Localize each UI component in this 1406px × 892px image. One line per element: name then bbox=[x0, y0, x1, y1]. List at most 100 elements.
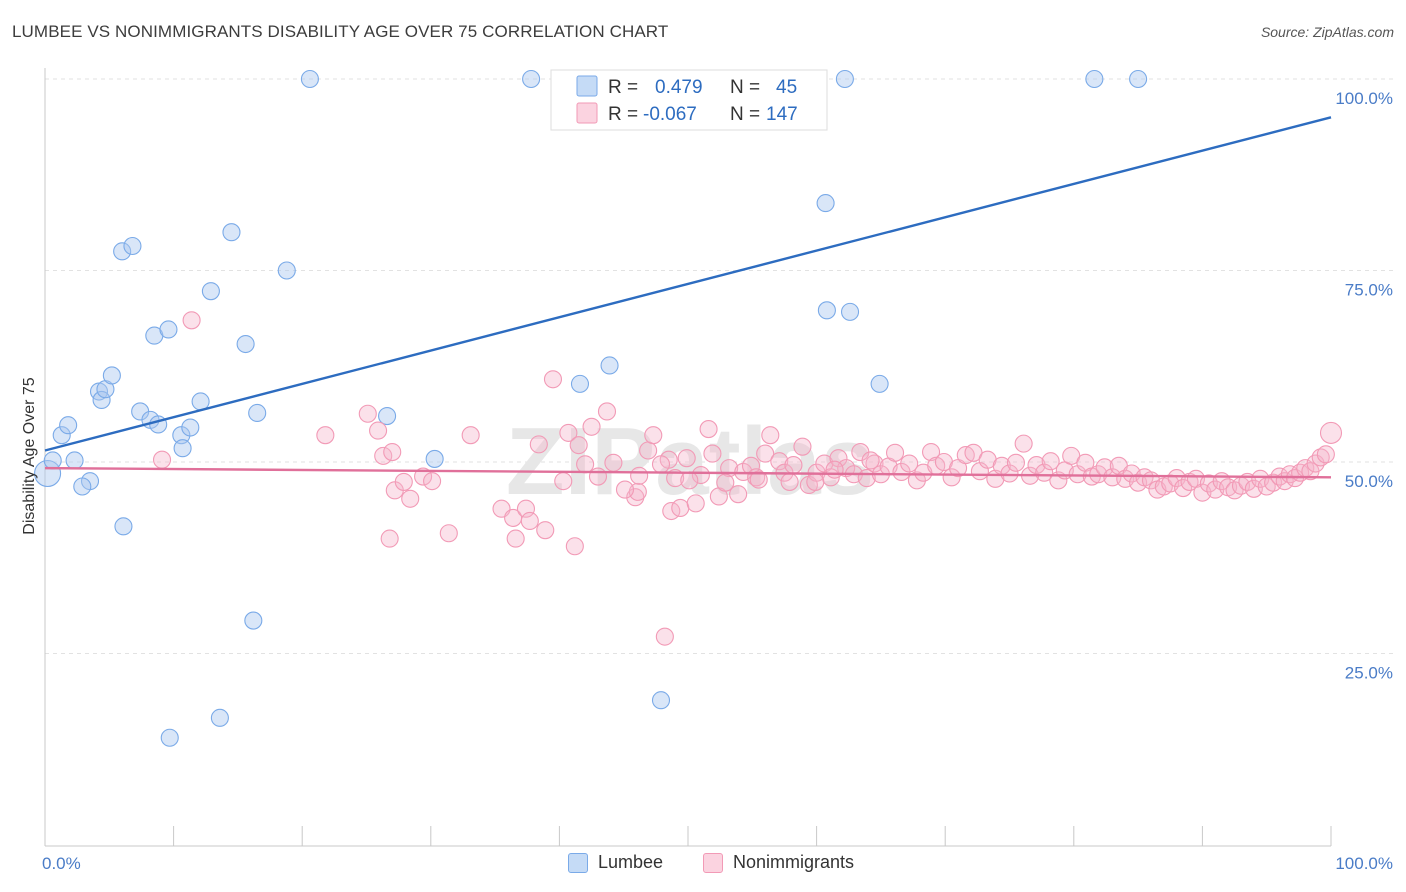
nonimmigrants-swatch bbox=[576, 102, 598, 124]
series-lumbee bbox=[34, 69, 1148, 747]
nonimmigrants-r-value: -0.067 bbox=[643, 104, 697, 125]
lumbee-point bbox=[159, 320, 178, 339]
nonimmigrants-point bbox=[423, 472, 442, 491]
lumbee-point bbox=[425, 449, 444, 468]
lumbee-r-label: R = bbox=[608, 77, 638, 98]
nonimmigrants-point bbox=[885, 443, 905, 462]
nonimmigrants-point bbox=[671, 498, 690, 518]
nonimmigrants-point bbox=[716, 473, 735, 492]
nonimmigrants-point bbox=[784, 456, 803, 475]
nonimmigrants-point bbox=[383, 442, 402, 462]
y-axis-title: Disability Age Over 75 bbox=[21, 377, 38, 535]
nonimmigrants-point bbox=[615, 480, 635, 499]
nonimmigrants-point bbox=[1000, 464, 1019, 483]
lumbee-n-value: 45 bbox=[776, 77, 797, 98]
lumbee-point bbox=[835, 69, 854, 89]
nonimmigrants-point bbox=[1027, 456, 1046, 475]
nonimmigrants-point bbox=[699, 420, 718, 439]
y-tick-labels: 100.0% 75.0% 50.0% 25.0% bbox=[1335, 89, 1393, 683]
lumbee-r-value: 0.479 bbox=[655, 77, 703, 98]
nonimmigrants-point bbox=[651, 455, 671, 474]
lumbee-point bbox=[102, 366, 121, 385]
nonimmigrants-point bbox=[861, 451, 880, 470]
nonimmigrants-point bbox=[691, 465, 710, 485]
y-tick-label: 75.0% bbox=[1345, 281, 1393, 300]
lumbee-point bbox=[236, 334, 255, 354]
nonimmigrants-point bbox=[152, 450, 172, 469]
lumbee-point bbox=[300, 69, 319, 89]
lumbee-point bbox=[59, 416, 78, 435]
legend-item-nonimmigrants: Nonimmigrants bbox=[703, 852, 854, 873]
nonimmigrants-point bbox=[703, 444, 722, 463]
nonimmigrants-point bbox=[1035, 463, 1054, 482]
nonimmigrants-r-label: R = bbox=[608, 104, 638, 125]
legend-nonimmigrants-label: Nonimmigrants bbox=[733, 852, 855, 872]
nonimmigrants-point bbox=[597, 402, 617, 421]
nonimmigrants-point bbox=[907, 471, 926, 490]
nonimmigrants-point bbox=[806, 472, 825, 491]
lumbee-point bbox=[52, 426, 71, 445]
nonimmigrants-point bbox=[680, 471, 699, 490]
nonimmigrants-point bbox=[369, 421, 388, 440]
nonimmigrants-point bbox=[1041, 452, 1060, 471]
nonimmigrants-point bbox=[770, 452, 789, 471]
nonimmigrants-point bbox=[829, 449, 848, 468]
lumbee-point bbox=[73, 477, 92, 496]
nonimmigrants-n-label: N = bbox=[730, 104, 760, 125]
chart-title: LUMBEE VS NONIMMIGRANTS DISABILITY AGE O… bbox=[12, 22, 669, 41]
trend-lines bbox=[44, 116, 1332, 479]
nonimmigrants-point bbox=[1319, 421, 1343, 444]
nonimmigrants-point bbox=[761, 426, 780, 445]
lumbee-point bbox=[570, 374, 590, 393]
nonimmigrants-point bbox=[639, 441, 658, 460]
nonimmigrants-point bbox=[576, 455, 595, 474]
nonimmigrants-point bbox=[414, 467, 433, 486]
lumbee-trend-line bbox=[44, 116, 1332, 452]
lumbee-point bbox=[160, 728, 179, 747]
lumbee-point bbox=[870, 374, 889, 393]
y-tick-label: 25.0% bbox=[1345, 664, 1393, 683]
lumbee-point bbox=[817, 301, 836, 320]
lumbee-point bbox=[34, 459, 62, 488]
legend-nonimmigrants-swatch bbox=[703, 852, 723, 873]
lumbee-point bbox=[123, 236, 142, 256]
lumbee-point bbox=[600, 356, 619, 375]
lumbee-point bbox=[1129, 69, 1148, 89]
lumbee-n-label: N = bbox=[730, 77, 760, 98]
nonimmigrants-point bbox=[182, 311, 201, 330]
nonimmigrants-point bbox=[1311, 448, 1330, 467]
nonimmigrants-point bbox=[543, 370, 563, 389]
nonimmigrants-point bbox=[380, 529, 399, 548]
stats-legend: R = 0.479 N = 45 R = -0.067 N = 147 bbox=[550, 69, 828, 131]
lumbee-point bbox=[1085, 69, 1104, 89]
nonimmigrants-point bbox=[461, 426, 480, 445]
nonimmigrants-point bbox=[825, 460, 844, 479]
lumbee-swatch bbox=[576, 75, 598, 97]
source-label: Source: ZipAtlas.com bbox=[1260, 24, 1394, 40]
nonimmigrants-point bbox=[1316, 445, 1335, 464]
grid-lines bbox=[45, 78, 1396, 654]
nonimmigrants-point bbox=[780, 472, 799, 491]
lumbee-point bbox=[522, 69, 541, 89]
nonimmigrants-point bbox=[582, 417, 601, 436]
nonimmigrants-point bbox=[686, 494, 705, 513]
nonimmigrants-point bbox=[655, 627, 674, 646]
nonimmigrants-n-value: 147 bbox=[766, 104, 798, 125]
nonimmigrants-point bbox=[1089, 465, 1108, 484]
lumbee-point bbox=[201, 282, 220, 301]
nonimmigrants-point bbox=[1014, 434, 1033, 453]
nonimmigrants-point bbox=[506, 529, 525, 548]
lumbee-point bbox=[65, 451, 84, 470]
x-tick-label: 0.0% bbox=[42, 854, 81, 873]
nonimmigrants-point bbox=[677, 449, 696, 468]
legend-lumbee-swatch bbox=[568, 852, 588, 873]
y-tick-label: 100.0% bbox=[1335, 89, 1393, 108]
lumbee-point bbox=[173, 439, 192, 458]
nonimmigrants-point bbox=[1225, 481, 1244, 500]
nonimmigrants-point bbox=[554, 472, 573, 491]
lumbee-point bbox=[651, 691, 671, 710]
lumbee-point bbox=[92, 390, 111, 410]
series-nonimmigrants bbox=[152, 311, 1343, 646]
lumbee-point bbox=[244, 611, 263, 630]
